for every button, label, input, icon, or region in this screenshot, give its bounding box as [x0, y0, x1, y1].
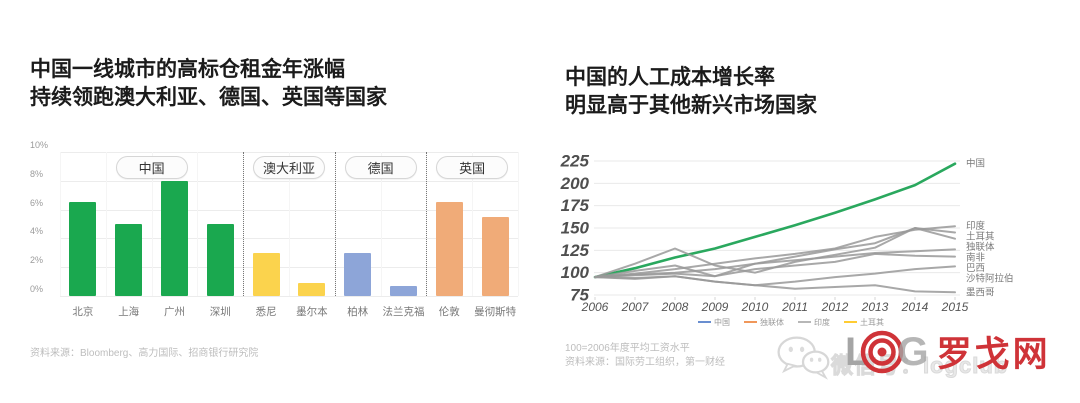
x-axis-label: 北京	[72, 306, 94, 318]
y-axis-tick-label: 8%	[30, 168, 44, 179]
x-axis-label: 伦敦	[438, 306, 460, 318]
x-axis-label: 广州	[163, 306, 185, 318]
legend-label: 印度	[814, 317, 830, 327]
gridline	[518, 152, 519, 296]
right-chart-title-line2: 明显高于其他新兴市场国家	[565, 94, 817, 117]
x-axis-tick-label: 2012	[821, 300, 849, 314]
x-axis-tick-label: 2015	[941, 300, 969, 314]
y-axis-tick-label: 100	[561, 263, 590, 282]
wechat-icon	[777, 336, 830, 380]
x-axis-label: 悉尼	[255, 306, 277, 318]
group-separator	[243, 152, 245, 296]
bullseye-icon	[861, 330, 904, 373]
line-墨西哥	[594, 275, 956, 294]
left-chart-title: 中国一线城市的高标仓租金年涨幅 持续领跑澳大利亚、德国、英国等国家	[30, 56, 530, 112]
bar-柏林	[344, 252, 372, 296]
x-axis-tick-label: 2014	[901, 300, 929, 314]
series-label-印度: 印度	[966, 220, 986, 232]
logclub-logo: L G 罗戈网	[845, 326, 1051, 377]
series-label-中国: 中国	[966, 158, 985, 170]
series-label-独联体: 独联体	[966, 241, 995, 253]
group-pill-中国: 中国	[115, 156, 188, 179]
left-chart-source: 资料来源：Bloomberg、高力国际、招商银行研究院	[30, 348, 259, 359]
line-土耳其	[594, 227, 956, 279]
right-chart-title: 中国的人工成本增长率 明显高于其他新兴市场国家	[565, 64, 1080, 120]
legend-label: 土耳其	[860, 317, 884, 327]
y-axis-tick-label: 6%	[30, 197, 44, 208]
left-chart-title-line1: 中国一线城市的高标仓租金年涨幅	[30, 58, 345, 81]
x-axis-label: 上海	[118, 306, 140, 318]
group-pill-德国: 德国	[344, 156, 417, 179]
x-axis-tick-label: 2013	[861, 300, 889, 314]
gridline	[197, 152, 199, 296]
x-axis-label: 深圳	[209, 306, 231, 318]
labor-cost-panel: 中国的人工成本增长率 明显高于其他新兴市场国家	[565, 64, 1080, 120]
series-label-土耳其: 土耳其	[966, 231, 995, 243]
gridline	[60, 296, 518, 297]
x-axis-tick-label: 2009	[701, 300, 729, 314]
left-chart-title-line2: 持续领跑澳大利亚、德国、英国等国家	[30, 86, 387, 109]
legend-label: 中国	[714, 317, 730, 327]
x-axis-tick-label: 2011	[781, 300, 808, 314]
bar-上海	[115, 224, 143, 296]
x-axis-label: 柏林	[347, 306, 369, 318]
warehouse-rent-panel: 中国一线城市的高标仓租金年涨幅 持续领跑澳大利亚、德国、英国等国家	[30, 56, 530, 112]
wechat-id-text: 微信号：logclub	[830, 353, 1009, 379]
x-axis-tick-label: 2010	[741, 300, 769, 314]
series-label-巴西: 巴西	[966, 263, 985, 274]
series-label-南非: 南非	[966, 252, 986, 264]
gridline	[289, 152, 290, 296]
group-pill-英国: 英国	[436, 156, 509, 179]
y-axis-tick-label: 75	[570, 286, 589, 305]
legend-label: 独联体	[760, 317, 784, 327]
gridline	[60, 152, 61, 296]
line-中国	[593, 162, 957, 279]
series-label-墨西哥: 墨西哥	[966, 287, 995, 298]
bar-广州	[161, 180, 188, 296]
y-axis-tick-label: 225	[560, 152, 590, 171]
bar-墨尔本	[298, 283, 326, 296]
group-pill-澳大利亚: 澳大利亚	[253, 156, 325, 179]
series-label-沙特阿拉伯: 沙特阿拉伯	[966, 273, 1014, 285]
x-axis-label: 墨尔本	[296, 306, 328, 318]
logo-cn-text: 罗戈网	[936, 335, 1051, 374]
y-axis-tick-label: 175	[561, 196, 590, 215]
y-axis-tick-label: 0%	[30, 284, 44, 294]
gridline	[105, 152, 107, 296]
bar-北京	[69, 202, 97, 296]
bar-plot-area: 中国 澳大利亚 德国 英国	[60, 152, 519, 297]
y-axis-tick-label: 200	[560, 174, 590, 193]
x-axis-tick-label: 2007	[621, 300, 650, 314]
bar-深圳	[206, 224, 234, 296]
right-chart-footnote: 100=2006年度平均工资水平	[565, 343, 690, 354]
bar-悉尼	[252, 252, 280, 296]
group-separator	[334, 152, 336, 296]
logo-letter-g: G	[897, 329, 929, 374]
line-巴西	[594, 252, 956, 279]
right-chart-source: 资料来源：国际劳工组织，第一财经	[565, 357, 725, 368]
bar-法兰克福	[390, 285, 417, 296]
y-axis-tick-label: 4%	[30, 226, 44, 237]
y-axis-tick-label: 10%	[30, 140, 49, 150]
line-印度	[594, 225, 956, 279]
x-axis-tick-label: 2008	[661, 300, 689, 314]
bar-chart: 中国 澳大利亚 德国 英国 0% 2% 4% 6% 8% 10% 北京 上海 广州 深圳 悉尼 墨尔本 柏林 法…	[30, 140, 525, 333]
group-separator	[426, 152, 428, 296]
gridline	[472, 152, 474, 296]
bar-曼彻斯特	[481, 216, 509, 296]
y-axis-tick-label: 125	[561, 241, 590, 260]
x-axis-tick-label: 2006	[581, 300, 609, 314]
x-axis-label: 曼彻斯特	[474, 306, 517, 318]
gridline	[151, 152, 153, 296]
y-axis-tick-label: 2%	[30, 255, 44, 266]
gridline	[380, 152, 382, 296]
y-axis-tick-label: 150	[561, 219, 590, 238]
x-axis-label: 法兰克福	[382, 306, 425, 318]
bar-伦敦	[435, 202, 463, 296]
line-chart: 75 100 125 150 175 200 225 2006 2007 2008 2009 2010…	[560, 152, 1014, 328]
watermark: 微信号：logclub L G 罗戈网	[775, 324, 1080, 400]
right-chart-title-line1: 中国的人工成本增长率	[565, 66, 775, 89]
